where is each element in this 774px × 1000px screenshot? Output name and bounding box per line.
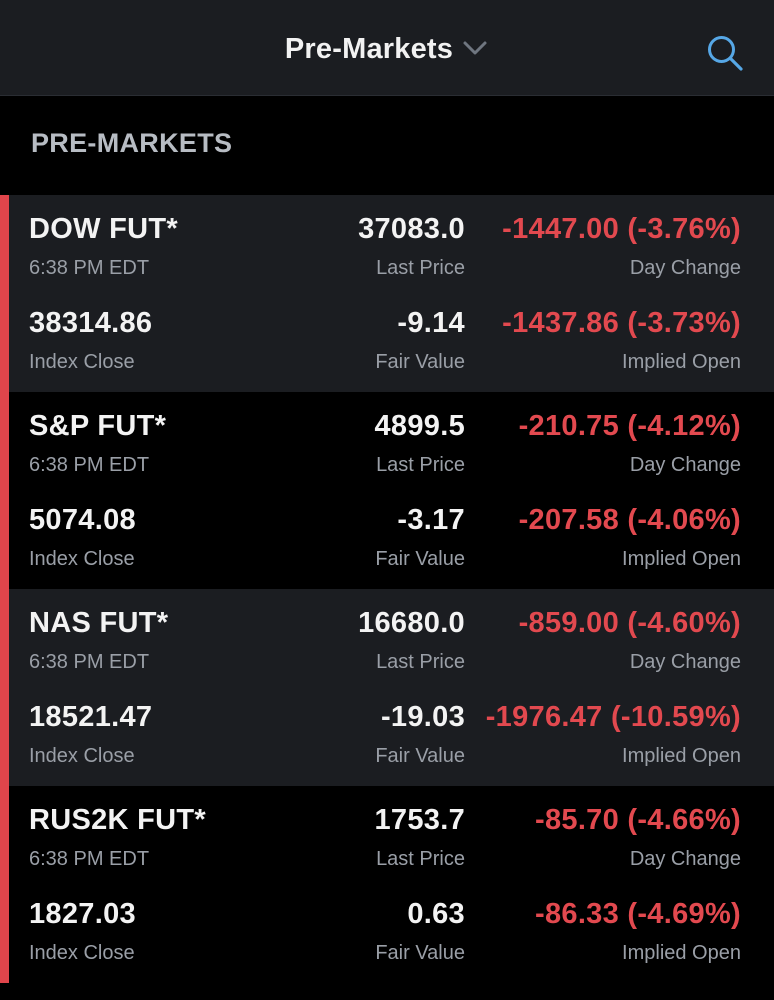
negative-indicator-bar xyxy=(0,195,9,392)
day-change-label: Day Change xyxy=(629,651,741,673)
futures-card-sp[interactable]: S&P FUT* 6:38 PM EDT 4899.5 Last Price -… xyxy=(0,392,774,589)
future-name: NAS FUT* xyxy=(29,607,169,639)
index-close-label: Index Close xyxy=(29,548,135,570)
last-price-label: Last Price xyxy=(376,848,465,870)
futures-card-nas[interactable]: NAS FUT* 6:38 PM EDT 16680.0 Last Price … xyxy=(0,589,774,786)
negative-indicator-bar xyxy=(0,786,9,983)
implied-open-value: -1976.47 (-10.59%) xyxy=(485,701,741,733)
section-title: PRE-MARKETS xyxy=(31,128,233,158)
fair-value-value: -19.03 xyxy=(380,701,465,733)
index-close-label: Index Close xyxy=(29,942,135,964)
future-name: RUS2K FUT* xyxy=(29,804,207,836)
last-price-label: Last Price xyxy=(376,651,465,673)
day-change-label: Day Change xyxy=(629,848,741,870)
fair-value-label: Fair Value xyxy=(375,745,465,767)
index-close-value: 1827.03 xyxy=(29,898,136,930)
futures-card-dow[interactable]: DOW FUT* 6:38 PM EDT 37083.0 Last Price … xyxy=(0,195,774,392)
negative-indicator-bar xyxy=(0,392,9,589)
implied-open-label: Implied Open xyxy=(622,942,741,964)
last-price-value: 37083.0 xyxy=(358,213,465,245)
fair-value-value: 0.63 xyxy=(407,898,465,930)
implied-open-value: -207.58 (-4.06%) xyxy=(518,504,741,536)
timestamp: 6:38 PM EDT xyxy=(29,454,150,476)
implied-open-value: -86.33 (-4.69%) xyxy=(535,898,741,930)
last-price-label: Last Price xyxy=(376,257,465,279)
day-change-value: -859.00 (-4.60%) xyxy=(518,607,741,639)
day-change-value: -210.75 (-4.12%) xyxy=(518,410,741,442)
last-price-label: Last Price xyxy=(376,454,465,476)
implied-open-value: -1437.86 (-3.73%) xyxy=(502,307,741,339)
section-header xyxy=(0,96,774,194)
fair-value-label: Fair Value xyxy=(375,548,465,570)
fair-value-label: Fair Value xyxy=(375,942,465,964)
top-bar: Pre-Markets xyxy=(0,0,774,96)
index-close-label: Index Close xyxy=(29,351,135,373)
timestamp: 6:38 PM EDT xyxy=(29,651,150,673)
page-title: Pre-Markets xyxy=(284,33,454,65)
futures-card-rus2k[interactable]: RUS2K FUT* 6:38 PM EDT 1753.7 Last Price… xyxy=(0,786,774,983)
fair-value-label: Fair Value xyxy=(375,351,465,373)
index-close-value: 5074.08 xyxy=(29,504,136,536)
implied-open-label: Implied Open xyxy=(622,351,741,373)
last-price-value: 4899.5 xyxy=(374,410,465,442)
day-change-value: -85.70 (-4.66%) xyxy=(535,804,741,836)
index-close-value: 18521.47 xyxy=(29,701,153,733)
implied-open-label: Implied Open xyxy=(622,745,741,767)
negative-indicator-bar xyxy=(0,589,9,786)
last-price-value: 16680.0 xyxy=(358,607,465,639)
market-selector[interactable]: Pre-Markets xyxy=(0,33,774,66)
index-close-value: 38314.86 xyxy=(29,307,153,339)
future-name: S&P FUT* xyxy=(29,410,167,442)
timestamp: 6:38 PM EDT xyxy=(29,257,150,279)
timestamp: 6:38 PM EDT xyxy=(29,848,150,870)
chevron-down-icon xyxy=(463,41,487,55)
day-change-label: Day Change xyxy=(629,257,741,279)
search-icon[interactable] xyxy=(706,34,744,72)
future-name: DOW FUT* xyxy=(29,213,178,245)
fair-value-value: -3.17 xyxy=(397,504,465,536)
day-change-label: Day Change xyxy=(629,454,741,476)
index-close-label: Index Close xyxy=(29,745,135,767)
last-price-value: 1753.7 xyxy=(374,804,465,836)
fair-value-value: -9.14 xyxy=(397,307,465,339)
implied-open-label: Implied Open xyxy=(622,548,741,570)
day-change-value: -1447.00 (-3.76%) xyxy=(502,213,741,245)
